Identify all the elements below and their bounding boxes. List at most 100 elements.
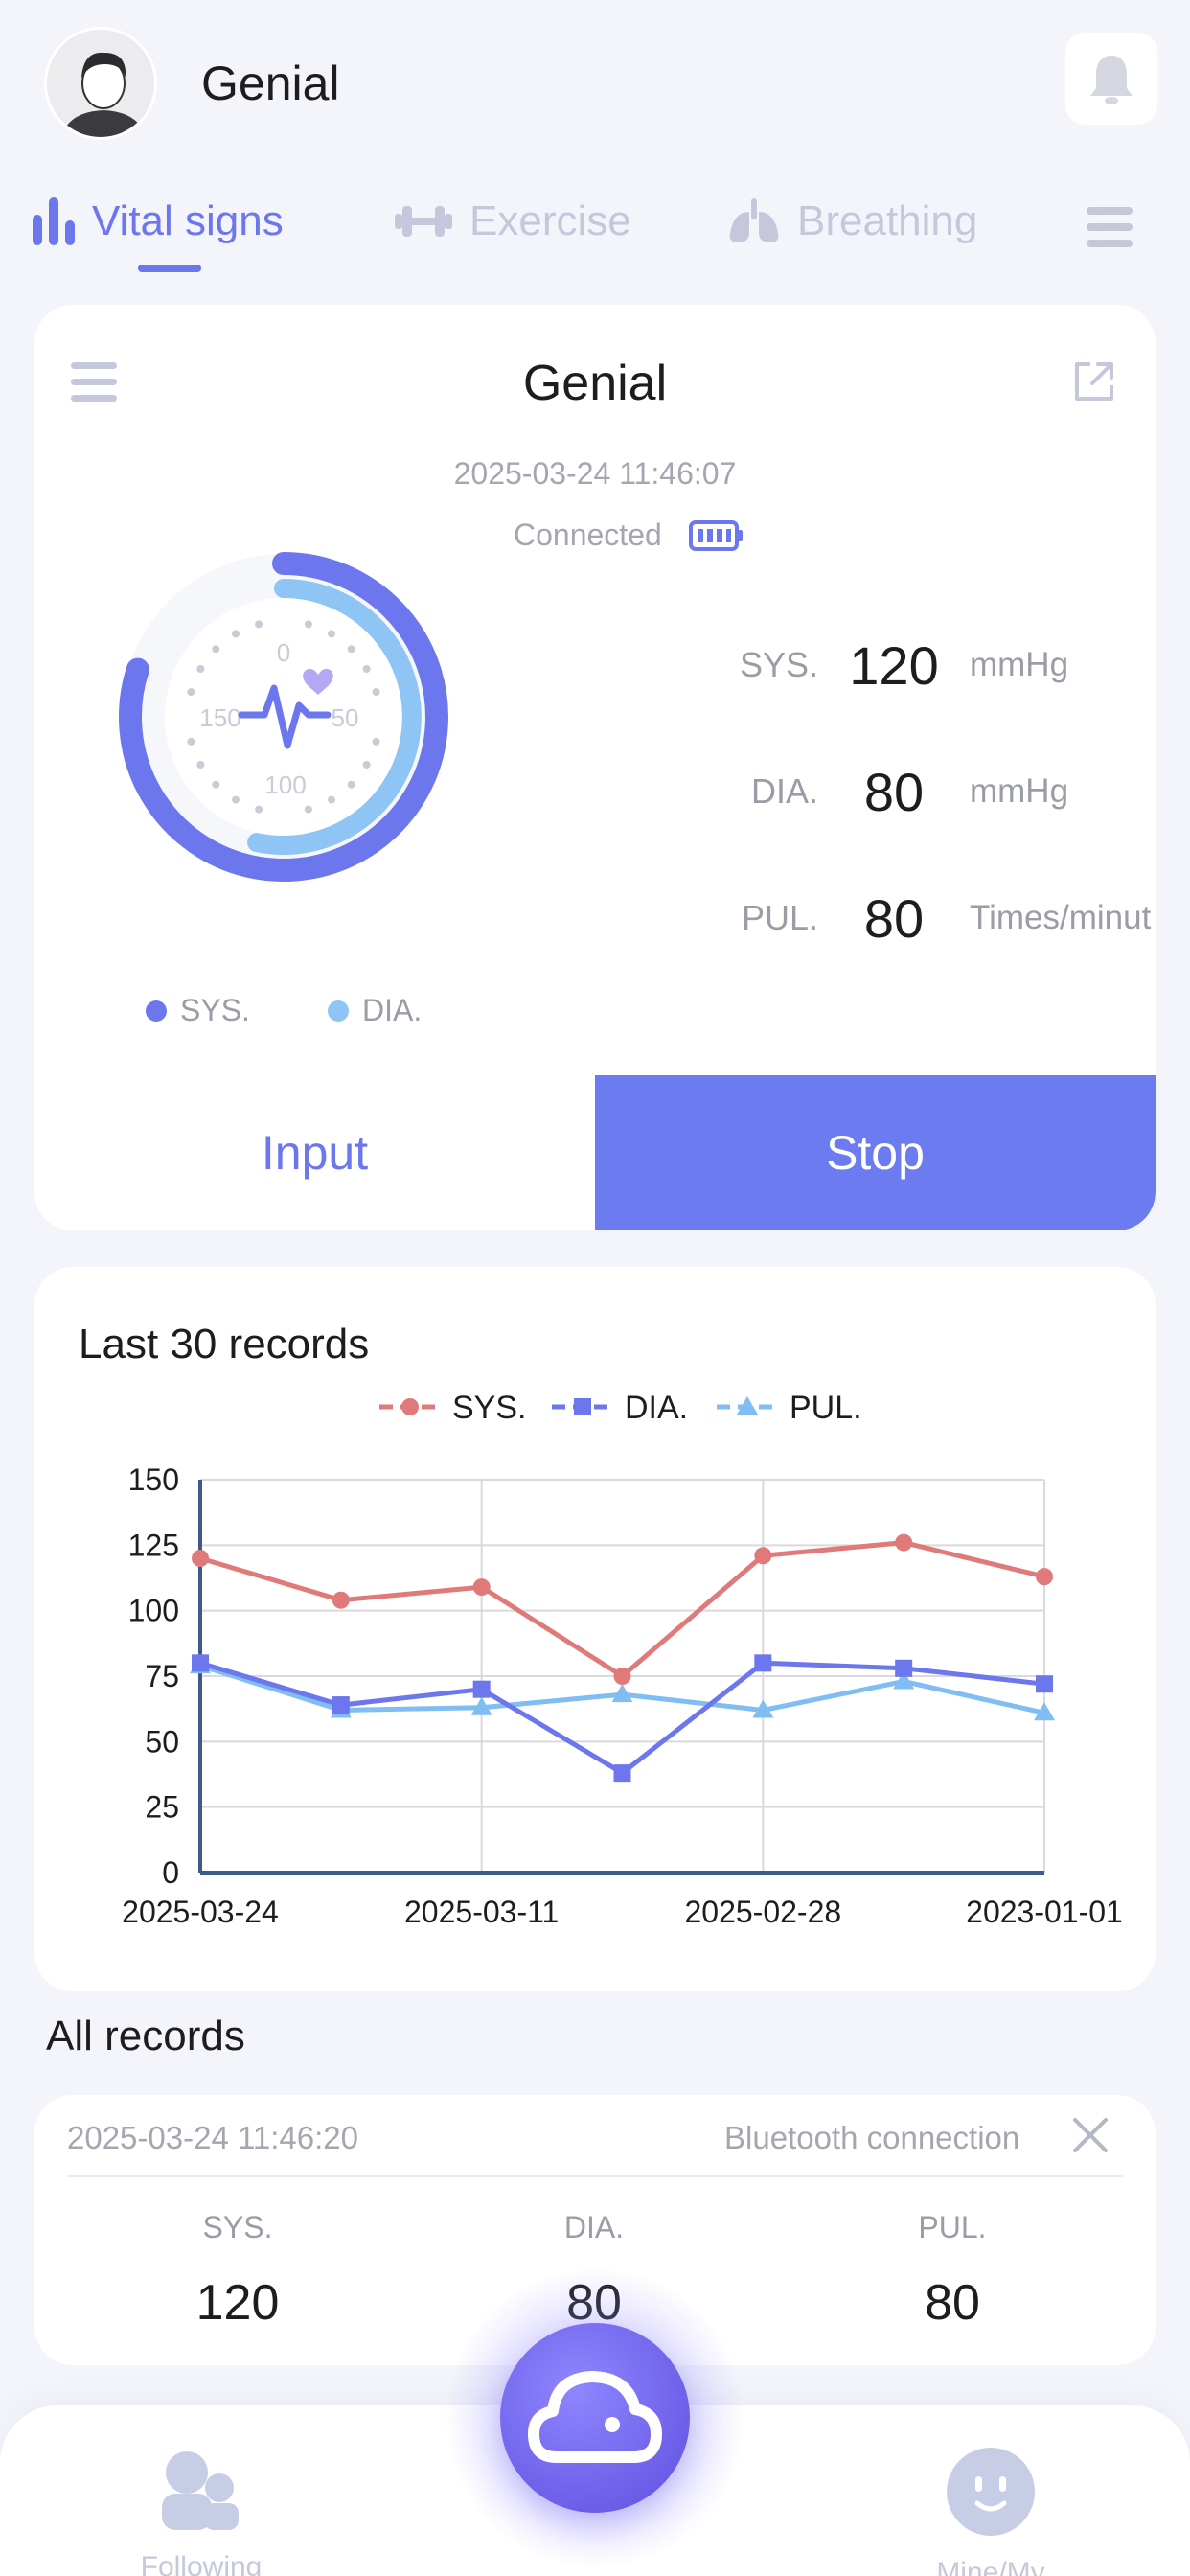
legend-marker — [574, 1398, 591, 1415]
gauge-arc-sys — [118, 552, 448, 882]
gauge-dot — [347, 780, 355, 789]
avatar[interactable] — [44, 27, 157, 140]
tab-breathing[interactable]: Breathing — [726, 188, 977, 255]
stop-button[interactable]: Stop — [595, 1075, 1156, 1230]
gauge-dot — [304, 805, 312, 814]
bell-icon — [1090, 56, 1133, 104]
gauge-tick-label: 100 — [264, 770, 306, 799]
delete-record-button[interactable] — [1071, 2116, 1110, 2159]
gauge-tick-label: 150 — [199, 703, 240, 732]
tab-exercise[interactable]: Exercise — [393, 188, 631, 255]
data-point — [754, 1547, 772, 1565]
y-tick-label: 125 — [128, 1528, 179, 1562]
reading-label: PUL. — [741, 898, 818, 937]
data-point — [895, 1659, 913, 1677]
heartbeat-icon — [238, 668, 333, 749]
gauge-dot — [362, 665, 371, 673]
record-pul: PUL. 80 — [809, 2210, 1096, 2332]
gauge-tick-label: 0 — [277, 638, 290, 667]
data-point — [895, 1533, 913, 1552]
gauge-tick-label: 50 — [332, 703, 359, 732]
x-tick-label: 2025-03-11 — [404, 1895, 559, 1929]
gauge-dot — [372, 688, 380, 697]
input-button[interactable]: Input — [34, 1075, 595, 1230]
data-point — [332, 1591, 350, 1609]
active-tab-indicator — [138, 264, 201, 272]
tabs-menu-button[interactable] — [1087, 203, 1133, 251]
data-point — [192, 1550, 209, 1567]
gauge-legend-sys: SYS. — [146, 993, 250, 1028]
gauge-dot — [196, 665, 205, 673]
connection-status-text: Connected — [514, 518, 662, 552]
reading-label: SYS. — [739, 645, 818, 684]
connection-status: Connected — [514, 518, 744, 553]
record-time: 2025-03-24 11:46:20 — [67, 2120, 358, 2155]
reading-pul: PUL. 80 Times/minut — [699, 880, 1151, 956]
ai-assistant-button[interactable] — [500, 2323, 690, 2513]
records-chart-card: 0 25 50 75 100 125 150 2025-03-24 2025-03-11 2025… — [34, 1267, 1156, 1991]
y-tick-label: 100 — [128, 1594, 179, 1628]
notifications-button[interactable] — [1065, 33, 1157, 125]
gauge-dot — [304, 620, 312, 629]
reading-sys: SYS. 120 mmHg — [699, 627, 1068, 703]
gauge-dot — [347, 645, 355, 654]
x-tick-label: 2025-02-28 — [684, 1895, 841, 1929]
nav-label: Mine/My — [936, 2557, 1045, 2576]
gauge-dot — [187, 688, 195, 697]
data-point — [472, 1680, 491, 1698]
device-menu-button[interactable] — [71, 360, 117, 409]
gauge-dot — [328, 630, 335, 638]
legend-dot — [328, 1000, 349, 1022]
cloud-icon — [528, 2371, 662, 2463]
reading-unit: mmHg — [970, 646, 1069, 683]
data-point — [472, 1578, 491, 1597]
data-point — [613, 1668, 631, 1685]
nav-following[interactable]: Following — [96, 2446, 307, 2576]
record-card[interactable]: 2025-03-24 11:46:20 Bluetooth connection… — [34, 2095, 1156, 2365]
gauge-dot — [212, 780, 220, 789]
share-button[interactable] — [1071, 358, 1117, 409]
x-tick-label: 2025-03-24 — [122, 1895, 279, 1929]
lungs-icon — [729, 198, 779, 242]
legend-marker — [737, 1396, 758, 1414]
record-value: 80 — [925, 2275, 980, 2331]
legend-label: SYS. — [452, 1390, 526, 1426]
legend-label: PUL. — [790, 1390, 862, 1426]
gauge-dot — [372, 737, 380, 746]
gauge-dot — [232, 795, 240, 804]
record-value: 120 — [195, 2275, 280, 2331]
close-icon — [1073, 2118, 1108, 2152]
nav-label: Following — [140, 2551, 263, 2576]
gauge-dot — [187, 737, 195, 746]
legend-marker — [401, 1398, 419, 1415]
gauge-dot — [196, 761, 205, 769]
series-line — [199, 1540, 1045, 1679]
device-name: Genial — [522, 356, 668, 411]
reading-value: 80 — [863, 887, 925, 949]
reading-unit: mmHg — [970, 772, 1069, 810]
device-card: Genial 2025-03-24 11:46:07 Connected 0 5… — [34, 305, 1156, 1230]
tab-vital-signs[interactable]: Vital signs — [31, 188, 284, 255]
all-records-title: All records — [46, 2012, 245, 2059]
gauge-dot — [255, 620, 263, 629]
people-icon — [162, 2451, 239, 2530]
nav-mine[interactable]: Mine/My — [885, 2446, 1096, 2576]
data-point — [332, 1696, 350, 1714]
data-point — [754, 1654, 772, 1672]
gauge-dot — [232, 630, 240, 638]
record-value: 80 — [450, 2274, 738, 2332]
data-point — [893, 1670, 915, 1690]
tab-label: Exercise — [469, 197, 631, 244]
data-point — [1034, 1702, 1055, 1721]
data-point — [1036, 1675, 1053, 1693]
bar-chart-icon — [33, 197, 75, 245]
measurement-datetime: 2025-03-24 11:46:07 — [453, 456, 737, 491]
data-point — [470, 1696, 492, 1715]
y-tick-label: 0 — [162, 1855, 179, 1890]
dumbbell-icon — [395, 206, 452, 237]
battery-icon — [688, 519, 743, 551]
hamburger-icon — [71, 362, 117, 402]
tab-label: Vital signs — [92, 197, 284, 244]
line-chart: 0 25 50 75 100 125 150 2025-03-24 2025-03-11 2025… — [122, 1390, 1123, 1929]
y-tick-label: 75 — [145, 1659, 179, 1693]
